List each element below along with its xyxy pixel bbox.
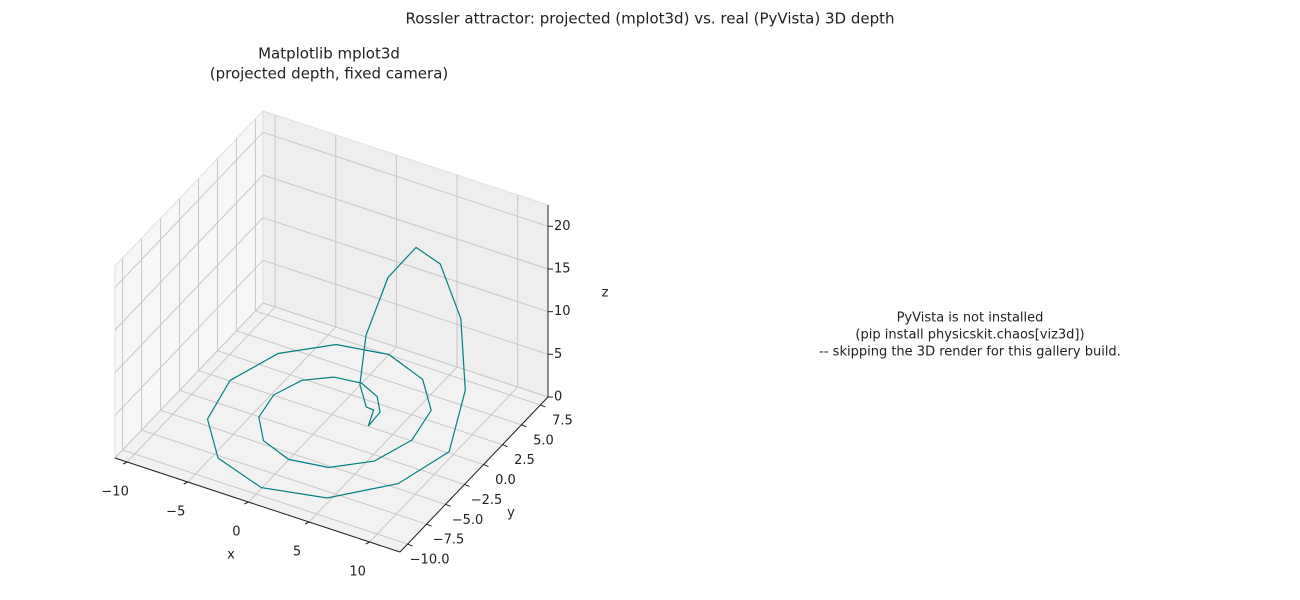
x-tick-label: 0 [232,525,240,540]
y-tick-label: −2.5 [471,493,503,508]
y-axis [399,396,549,553]
grid-line [114,259,264,416]
grid-line [114,217,264,374]
grid-line [262,131,549,227]
z-tick-label: 10 [554,304,571,319]
z-tick-label: 15 [554,262,571,277]
x-axis-label: x [227,548,235,563]
y-tick-label: 5.0 [533,433,554,448]
tick-mark [483,464,489,468]
y-tick-label: 2.5 [514,453,535,468]
grid-line [114,174,264,331]
tick-mark [426,523,432,527]
grid-line [236,330,522,426]
y-tick-label: −10.0 [410,553,450,568]
y-axis-label: y [507,506,515,521]
grid-line [122,449,408,545]
grid-line [160,409,446,505]
x-tick-label: 5 [293,545,301,560]
z-tick-label: 0 [554,390,562,405]
tick-mark [122,461,128,465]
y-tick-label: −7.5 [433,533,465,548]
tick-mark [521,424,527,428]
message: -- skipping the 3D render for this galle… [819,345,1121,360]
tick-mark [502,444,508,448]
grid-line [369,386,519,543]
x-tick-label: 10 [349,565,366,580]
x-axis [114,457,401,553]
z-axis-label: z [602,286,609,301]
grid-line [255,310,541,406]
grid-line [114,131,264,288]
message: (pip install physicskit.chaos[viz3d]) [855,328,1084,343]
z-tick-label: 20 [554,219,571,234]
grid-line [198,370,484,466]
y-tick-label: 0.0 [495,473,516,488]
subplot-title: Matplotlib mplot3d [258,45,400,63]
grid-line [262,174,549,270]
grid-line [187,326,337,483]
tick-mark [445,503,451,507]
z-tick-label: 5 [554,347,562,362]
grid-line [179,389,465,485]
grid-line [262,217,549,313]
tick-mark [407,543,413,547]
grid-line [141,429,427,525]
grid-line [114,302,264,459]
tick-mark [540,404,546,408]
message: PyVista is not installed [897,311,1044,326]
tick-mark [244,501,249,505]
y-tick-label: 7.5 [552,413,573,428]
subplot-title: (projected depth, fixed camera) [210,65,449,83]
tick-mark [183,481,188,485]
tick-mark [304,521,310,525]
tick-mark [464,483,470,487]
tick-mark [365,541,370,545]
grid-line [248,346,397,503]
y-tick-label: −5.0 [452,513,484,528]
x-tick-label: −5 [166,505,185,520]
x-tick-label: −10 [101,485,128,500]
figure-title: Rossler attractor: projected (mplot3d) v… [405,10,894,28]
trajectory [206,246,466,499]
grid-line [262,302,549,398]
grid-line [262,259,549,355]
grid-line [126,306,276,463]
